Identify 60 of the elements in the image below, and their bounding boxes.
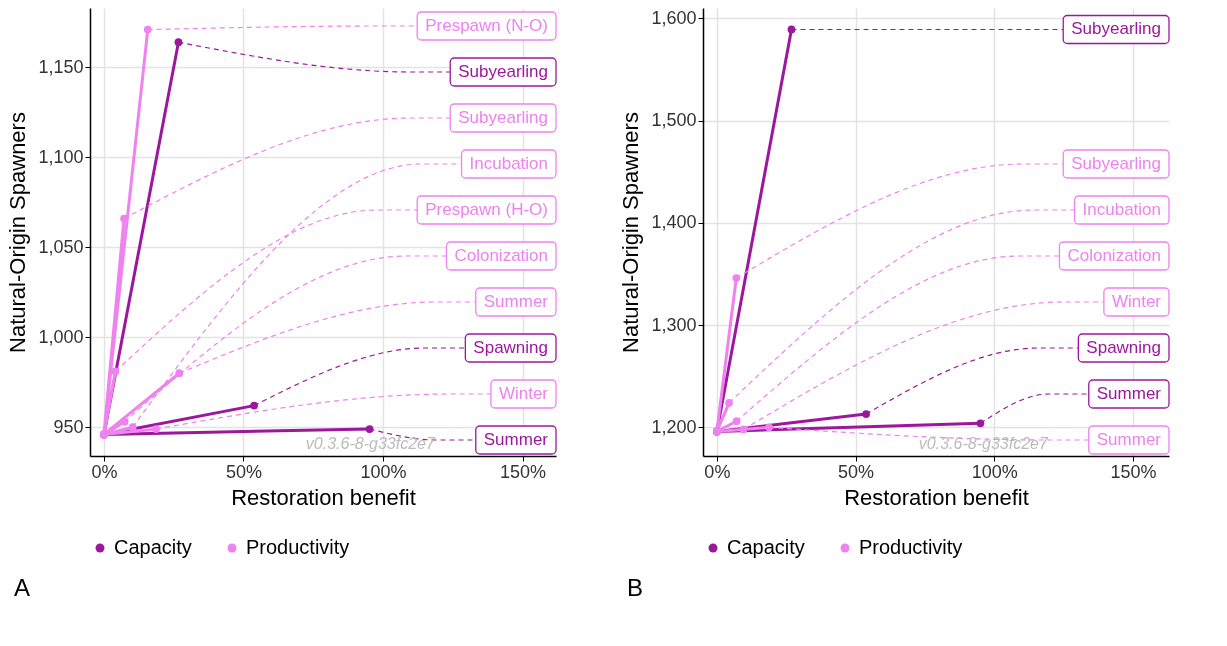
y-tick-label: 1,000 bbox=[38, 326, 84, 347]
legend-label: Capacity bbox=[114, 536, 192, 558]
point bbox=[143, 25, 152, 34]
point bbox=[152, 425, 161, 433]
annotation: Prespawn (H-O) bbox=[425, 200, 549, 219]
y-tick-label: 950 bbox=[53, 416, 84, 437]
annotation: Incubation bbox=[1082, 200, 1161, 219]
x-tick-label: 50% bbox=[838, 461, 875, 482]
y-axis-title: Natural-Origin Spawners bbox=[618, 112, 644, 353]
legend-label: Capacity bbox=[727, 536, 805, 558]
y-tick-label: 1,050 bbox=[38, 236, 84, 257]
y-tick-label: 1,200 bbox=[651, 416, 697, 437]
point bbox=[120, 214, 128, 223]
annotation: Winter bbox=[498, 384, 549, 403]
point bbox=[862, 410, 870, 418]
y-tick-label: 1,400 bbox=[651, 212, 697, 233]
annotation: Subyearling bbox=[458, 108, 548, 127]
x-tick-label: 100% bbox=[971, 461, 1018, 482]
text: A bbox=[13, 574, 31, 602]
point bbox=[732, 417, 741, 426]
x-tick-label: 150% bbox=[499, 461, 547, 482]
annotation: Colonization bbox=[454, 246, 548, 265]
annotation: Subyearling bbox=[1071, 19, 1161, 39]
annotation: Colonization bbox=[1067, 246, 1161, 265]
y-tick-label: 1,100 bbox=[38, 146, 84, 167]
point bbox=[174, 38, 183, 47]
y-tick-label: 1,500 bbox=[651, 110, 697, 131]
annotation: Subyearling bbox=[1071, 154, 1161, 173]
y-tick-label: 1,300 bbox=[651, 314, 697, 335]
legend-label: Productivity bbox=[246, 536, 350, 558]
text: B bbox=[626, 574, 644, 602]
legend-label: Productivity bbox=[859, 536, 963, 558]
x-tick-label: 0% bbox=[704, 461, 731, 482]
annotation: Summer bbox=[1096, 430, 1162, 449]
annotation: Incubation bbox=[469, 154, 548, 173]
x-tick-label: 0% bbox=[91, 461, 118, 482]
point bbox=[725, 398, 733, 407]
annotation: Subyearling bbox=[458, 62, 548, 81]
annotation: Prespawn (N-O) bbox=[425, 16, 549, 35]
annotation: Summer bbox=[1096, 384, 1162, 403]
y-tick-label: 1,600 bbox=[651, 7, 697, 28]
annotation: Summer bbox=[483, 430, 549, 449]
x-tick-label: 150% bbox=[1110, 461, 1157, 482]
annotation: Winter bbox=[1111, 292, 1162, 311]
point bbox=[365, 425, 374, 433]
y-tick-label: 1,150 bbox=[38, 56, 84, 77]
annotation: Summer bbox=[483, 292, 549, 311]
x-axis-title: Restoration benefit bbox=[231, 484, 416, 510]
point bbox=[732, 274, 741, 282]
x-axis-title: Restoration benefit bbox=[844, 484, 1029, 510]
annotation: v0.3.6-8-g33fc2e7 bbox=[918, 435, 1049, 452]
point bbox=[765, 423, 773, 432]
annotation: v0.3.6-8-g33fc2e7 bbox=[305, 435, 436, 452]
annotation: Spawning bbox=[1086, 338, 1161, 357]
x-tick-label: 50% bbox=[225, 461, 262, 482]
x-tick-label: 100% bbox=[360, 461, 407, 482]
y-axis-title: Natural-Origin Spawners bbox=[5, 112, 31, 353]
point bbox=[128, 423, 137, 432]
point bbox=[250, 401, 258, 410]
annotation: Spawning bbox=[473, 338, 548, 357]
